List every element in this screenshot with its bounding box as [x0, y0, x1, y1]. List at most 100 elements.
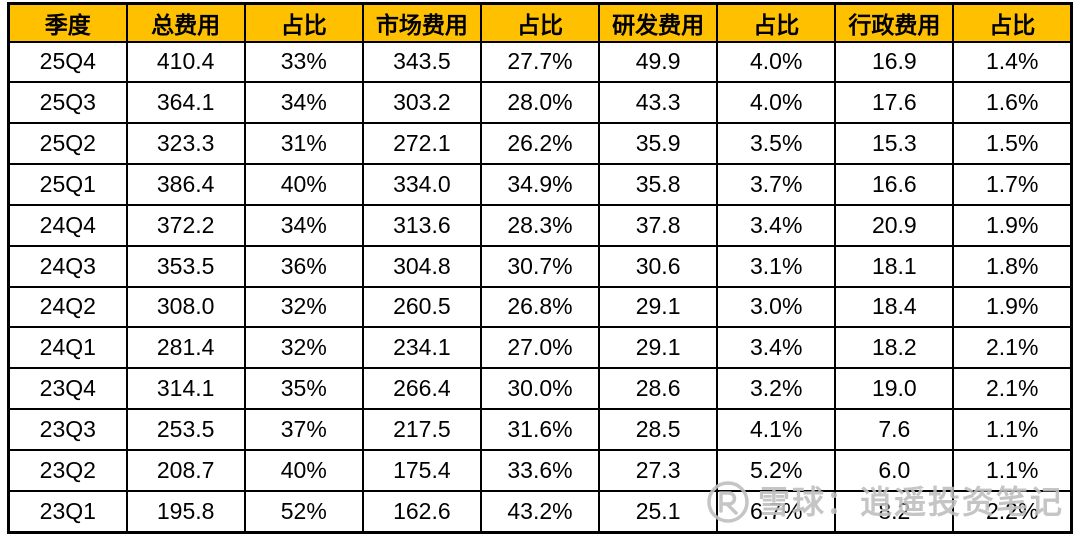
value-cell: 30.6	[598, 244, 719, 288]
value-cell: 353.5	[125, 244, 246, 288]
value-cell: 34.9%	[479, 163, 601, 206]
value-cell: 17.6	[834, 81, 955, 125]
value-cell: 272.1	[361, 122, 482, 166]
value-cell: 43.3	[598, 81, 719, 125]
value-cell: 253.5	[125, 408, 246, 451]
value-cell: 18.4	[834, 285, 955, 329]
header-cell: 占比	[479, 2, 601, 43]
value-cell: 208.7	[125, 448, 246, 492]
header-cell: 占比	[243, 2, 364, 43]
value-cell: 16.6	[834, 163, 955, 206]
value-cell: 1.1%	[952, 448, 1073, 492]
value-cell: 3.4%	[716, 326, 837, 370]
value-cell: 33.6%	[479, 448, 601, 492]
value-cell: 34%	[243, 81, 364, 125]
value-cell: 30.0%	[479, 367, 601, 411]
header-cell: 季度	[7, 2, 128, 43]
header-cell: 总费用	[125, 2, 246, 43]
value-cell: 7.6	[834, 408, 955, 451]
table-row: 23Q4 314.1 35% 266.4 30.0% 28.6 3.2% 19.0 2.1%	[7, 367, 1073, 411]
value-cell: 49.9	[598, 40, 719, 84]
table-row: 24Q2 308.0 32% 260.5 26.8% 29.1 3.0% 18.4 1.9%	[7, 285, 1073, 329]
value-cell: 1.9%	[952, 285, 1073, 329]
value-cell: 36%	[243, 244, 364, 288]
value-cell: 30.7%	[479, 244, 601, 288]
quarter-cell: 25Q1	[7, 163, 128, 206]
value-cell: 4.0%	[716, 81, 837, 125]
value-cell: 1.9%	[952, 203, 1073, 247]
value-cell: 314.1	[125, 367, 246, 411]
quarter-cell: 23Q1	[7, 489, 128, 534]
quarter-cell: 25Q3	[7, 81, 128, 125]
value-cell: 27.3	[598, 448, 719, 492]
table-header: 季度 总费用 占比 市场费用 占比 研发费用 占比 行政费用 占比	[7, 2, 1073, 43]
value-cell: 35.8	[598, 163, 719, 206]
value-cell: 3.2%	[716, 367, 837, 411]
value-cell: 37.8	[598, 203, 719, 247]
value-cell: 3.5%	[716, 122, 837, 166]
header-cell: 行政费用	[834, 2, 955, 43]
value-cell: 29.1	[598, 326, 719, 370]
value-cell: 40%	[243, 163, 364, 206]
value-cell: 303.2	[361, 81, 482, 125]
value-cell: 28.6	[598, 367, 719, 411]
quarter-cell: 23Q4	[7, 367, 128, 411]
value-cell: 308.0	[125, 285, 246, 329]
value-cell: 1.6%	[952, 81, 1073, 125]
value-cell: 260.5	[361, 285, 482, 329]
value-cell: 20.9	[834, 203, 955, 247]
value-cell: 35.9	[598, 122, 719, 166]
quarterly-expense-table: 季度 总费用 占比 市场费用 占比 研发费用 占比 行政费用 占比 25Q4 410.4 33% 34…	[7, 2, 1073, 534]
value-cell: 52%	[243, 489, 364, 534]
value-cell: 386.4	[125, 163, 246, 206]
value-cell: 3.0%	[716, 285, 837, 329]
header-cell: 占比	[952, 2, 1073, 43]
value-cell: 27.0%	[479, 326, 601, 370]
value-cell: 410.4	[125, 40, 246, 84]
value-cell: 28.3%	[479, 203, 601, 247]
quarter-cell: 24Q2	[7, 285, 128, 329]
value-cell: 234.1	[361, 326, 482, 370]
table-row: 25Q3 364.1 34% 303.2 28.0% 43.3 4.0% 17.6 1.6%	[7, 81, 1073, 125]
value-cell: 6.0	[834, 448, 955, 492]
value-cell: 313.6	[361, 203, 482, 247]
table-row: 24Q1 281.4 32% 234.1 27.0% 29.1 3.4% 18.2 2.1%	[7, 326, 1073, 370]
value-cell: 281.4	[125, 326, 246, 370]
value-cell: 18.2	[834, 326, 955, 370]
value-cell: 364.1	[125, 81, 246, 125]
value-cell: 18.1	[834, 244, 955, 288]
quarter-cell: 24Q1	[7, 326, 128, 370]
table-row: 23Q3 253.5 37% 217.5 31.6% 28.5 4.1% 7.6 1.1%	[7, 408, 1073, 451]
value-cell: 323.3	[125, 122, 246, 166]
value-cell: 25.1	[598, 489, 719, 534]
value-cell: 6.7%	[716, 489, 837, 534]
value-cell: 26.2%	[479, 122, 601, 166]
value-cell: 217.5	[361, 408, 482, 451]
value-cell: 2.1%	[952, 326, 1073, 370]
table-row: 25Q4 410.4 33% 343.5 27.7% 49.9 4.0% 16.9 1.4%	[7, 40, 1073, 84]
value-cell: 2.1%	[952, 367, 1073, 411]
table-row: 24Q3 353.5 36% 304.8 30.7% 30.6 3.1% 18.1 1.8%	[7, 244, 1073, 288]
header-cell: 占比	[716, 2, 837, 43]
value-cell: 1.4%	[952, 40, 1073, 84]
value-cell: 37%	[243, 408, 364, 451]
value-cell: 27.7%	[479, 40, 601, 84]
table-body: 25Q4 410.4 33% 343.5 27.7% 49.9 4.0% 16.9 1.4% 25…	[7, 40, 1073, 534]
header-cell: 市场费用	[361, 2, 482, 43]
value-cell: 32%	[243, 326, 364, 370]
table-row: 25Q2 323.3 31% 272.1 26.2% 35.9 3.5% 15.3 1.5%	[7, 122, 1073, 166]
quarter-cell: 25Q4	[7, 40, 128, 84]
value-cell: 304.8	[361, 244, 482, 288]
value-cell: 195.8	[125, 489, 246, 534]
quarter-cell: 23Q3	[7, 408, 128, 451]
value-cell: 31.6%	[479, 408, 601, 451]
table-row: 24Q4 372.2 34% 313.6 28.3% 37.8 3.4% 20.9 1.9%	[7, 203, 1073, 247]
value-cell: 29.1	[598, 285, 719, 329]
quarter-cell: 24Q3	[7, 244, 128, 288]
value-cell: 15.3	[834, 122, 955, 166]
quarter-cell: 23Q2	[7, 448, 128, 492]
value-cell: 5.2%	[716, 448, 837, 492]
value-cell: 35%	[243, 367, 364, 411]
quarter-cell: 24Q4	[7, 203, 128, 247]
